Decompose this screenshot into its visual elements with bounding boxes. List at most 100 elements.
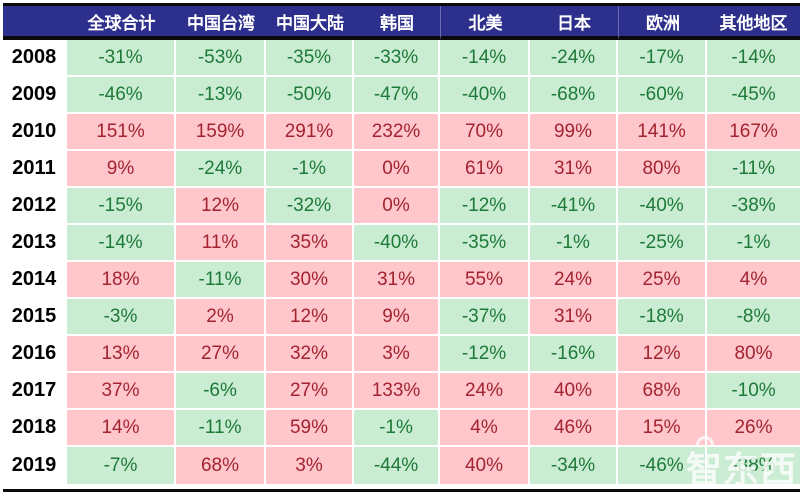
year-label: 2011 <box>3 151 67 188</box>
data-cell: -68% <box>530 77 618 114</box>
data-cell: 31% <box>530 299 618 336</box>
data-cell: -18% <box>618 299 707 336</box>
year-label: 2013 <box>3 225 67 262</box>
data-cell: 14% <box>67 410 176 447</box>
data-cell: -8% <box>707 299 800 336</box>
data-cell: 40% <box>440 447 530 484</box>
data-cell: -33% <box>354 40 440 77</box>
data-cell: 151% <box>67 114 176 151</box>
data-cell: 27% <box>176 336 266 373</box>
data-cell: 232% <box>354 114 440 151</box>
data-cell: 35% <box>266 225 354 262</box>
data-cell: -7% <box>67 447 176 484</box>
data-cell: -34% <box>530 447 618 484</box>
data-cell: -41% <box>530 188 618 225</box>
data-cell: 291% <box>266 114 354 151</box>
data-cell: -35% <box>440 225 530 262</box>
data-cell: 25% <box>618 262 707 299</box>
data-cell: -31% <box>67 40 176 77</box>
data-cell: -1% <box>354 410 440 447</box>
table-row-2014: 2014 18% -11% 30% 31% 55% 24% 25% 4% <box>3 262 800 299</box>
table-row-2008: 2008 -31% -53% -35% -33% -14% -24% -17% -14% <box>3 40 800 77</box>
data-cell: -11% <box>176 262 266 299</box>
table-row-2016: 2016 13% 27% 32% 3% -12% -16% 12% 80% <box>3 336 800 373</box>
data-cell: 68% <box>618 373 707 410</box>
data-cell: 61% <box>440 151 530 188</box>
year-label: 2015 <box>3 299 67 336</box>
data-cell: 80% <box>707 336 800 373</box>
data-cell: -12% <box>440 188 530 225</box>
data-cell: 9% <box>354 299 440 336</box>
data-cell: 31% <box>530 151 618 188</box>
data-cell: -40% <box>440 77 530 114</box>
data-cell: -17% <box>618 40 707 77</box>
table-row-2010: 2010 151% 159% 291% 232% 70% 99% 141% 167% <box>3 114 800 151</box>
data-cell: 46% <box>530 410 618 447</box>
data-cell: 12% <box>618 336 707 373</box>
data-cell: -47% <box>354 77 440 114</box>
data-cell: 99% <box>530 114 618 151</box>
data-cell: -46% <box>618 447 707 484</box>
data-cell: 15% <box>618 410 707 447</box>
year-label: 2012 <box>3 188 67 225</box>
data-cell: -37% <box>440 299 530 336</box>
data-cell: 3% <box>354 336 440 373</box>
corner-cell <box>3 6 67 40</box>
data-cell: 59% <box>266 410 354 447</box>
data-cell: 0% <box>354 188 440 225</box>
header-row: 全球合计 中国台湾 中国大陆 韩国 北美 日本 欧洲 其他地区 <box>3 6 800 40</box>
data-cell: 12% <box>176 188 266 225</box>
column-header-4: 韩国 <box>354 6 440 40</box>
data-cell: 167% <box>707 114 800 151</box>
year-label: 2009 <box>3 77 67 114</box>
year-label: 2010 <box>3 114 67 151</box>
data-cell: 32% <box>266 336 354 373</box>
data-cell: 4% <box>440 410 530 447</box>
data-cell: -25% <box>618 225 707 262</box>
data-cell: -10% <box>707 373 800 410</box>
data-cell: -24% <box>176 151 266 188</box>
data-cell: 26% <box>707 410 800 447</box>
data-cell: 4% <box>707 262 800 299</box>
data-cell: 40% <box>530 373 618 410</box>
data-cell: 3% <box>266 447 354 484</box>
data-cell: -45% <box>707 77 800 114</box>
data-cell: -3% <box>67 299 176 336</box>
data-cell: -1% <box>266 151 354 188</box>
data-cell: 37% <box>67 373 176 410</box>
table-row-2011: 2011 9% -24% -1% 0% 61% 31% 80% -11% <box>3 151 800 188</box>
year-label: 2014 <box>3 262 67 299</box>
data-cell: -11% <box>176 410 266 447</box>
data-cell: 55% <box>440 262 530 299</box>
data-cell: -15% <box>67 188 176 225</box>
data-cell: -53% <box>176 40 266 77</box>
data-cell: -13% <box>176 77 266 114</box>
data-cell: -50% <box>266 77 354 114</box>
data-cell: -14% <box>67 225 176 262</box>
data-cell: 18% <box>67 262 176 299</box>
data-cell: 80% <box>618 151 707 188</box>
data-cell: 13% <box>67 336 176 373</box>
column-header-5: 北美 <box>440 6 530 40</box>
data-cell: 70% <box>440 114 530 151</box>
column-header-3: 中国大陆 <box>266 6 354 40</box>
column-header-1: 全球合计 <box>67 6 176 40</box>
data-cell: 159% <box>176 114 266 151</box>
data-cell: -24% <box>530 40 618 77</box>
column-header-8: 其他地区 <box>707 6 800 40</box>
column-header-7: 欧洲 <box>618 6 707 40</box>
data-cell: 0% <box>354 151 440 188</box>
year-label: 2018 <box>3 410 67 447</box>
data-cell: 31% <box>354 262 440 299</box>
data-cell: 9% <box>67 151 176 188</box>
data-cell: 141% <box>618 114 707 151</box>
growth-table: 全球合计 中国台湾 中国大陆 韩国 北美 日本 欧洲 其他地区 2008 -31% -53% -35… <box>3 6 800 484</box>
data-cell: -60% <box>618 77 707 114</box>
data-cell: 24% <box>440 373 530 410</box>
column-header-6: 日本 <box>530 6 618 40</box>
year-label: 2019 <box>3 447 67 484</box>
data-cell: -44% <box>354 447 440 484</box>
year-label: 2008 <box>3 40 67 77</box>
data-cell: 27% <box>266 373 354 410</box>
